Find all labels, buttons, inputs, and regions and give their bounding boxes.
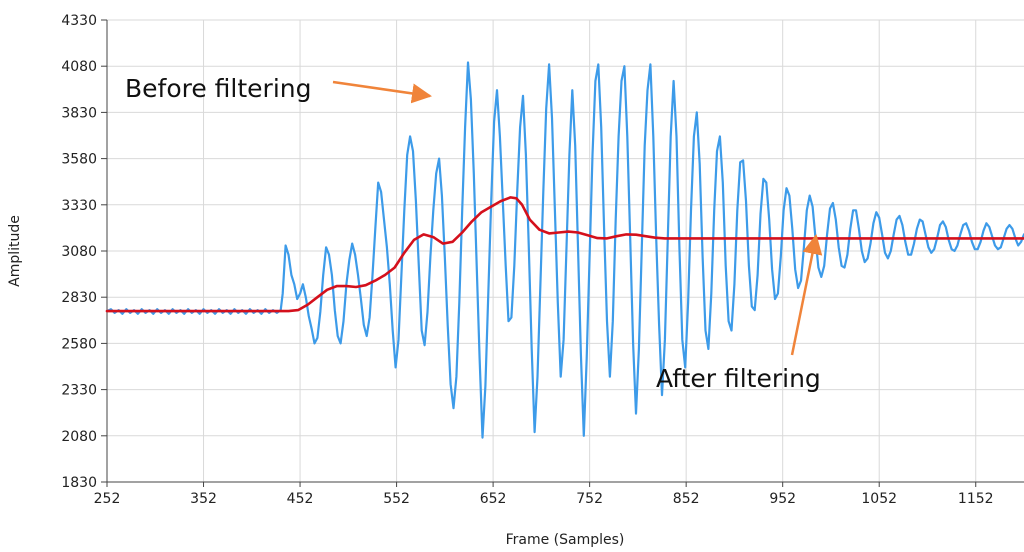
x-tick-labels: 252 352 452 552 652 752 852 952 1052 1152: [94, 491, 994, 507]
y-axis-title: Amplitude: [7, 215, 23, 287]
x-tick-label: 752: [576, 491, 603, 507]
axes: [101, 19, 1024, 487]
y-tick-label: 4080: [61, 59, 97, 75]
annotation-before-filtering: Before filtering: [125, 74, 312, 103]
series-layer: [105, 61, 1024, 439]
x-tick-label: 1052: [861, 491, 897, 507]
annotation-after-filtering: After filtering: [656, 364, 821, 393]
x-tick-label: 652: [480, 491, 507, 507]
y-tick-label: 3080: [61, 244, 97, 260]
x-tick-label: 1152: [958, 491, 994, 507]
y-tick-label: 2830: [61, 290, 97, 306]
x-tick-label: 852: [673, 491, 700, 507]
x-axis-title: Frame (Samples): [506, 532, 625, 548]
y-tick-label: 2080: [61, 429, 97, 445]
annotation-arrow-after: [790, 234, 823, 356]
y-tick-label: 1830: [61, 475, 97, 491]
y-tick-label: 4330: [61, 13, 97, 29]
x-tick-label: 352: [190, 491, 217, 507]
series-before-filtering-line: [105, 61, 1024, 439]
annotation-arrow-before: [332, 80, 432, 104]
annotation-layer: Before filtering After filtering: [125, 74, 823, 393]
x-tick-label: 952: [769, 491, 796, 507]
x-tick-label: 252: [94, 491, 121, 507]
series-after-filtering-line: [105, 196, 1024, 313]
y-tick-labels: 1830 2080 2330 2580 2830 3080 3330 3580 3830 4080…: [61, 13, 97, 491]
y-tick-label: 3830: [61, 105, 97, 121]
x-tick-label: 452: [287, 491, 314, 507]
y-tick-label: 2330: [61, 383, 97, 399]
y-tick-label: 2580: [61, 336, 97, 352]
y-tick-label: 3580: [61, 152, 97, 168]
x-tick-label: 552: [383, 491, 410, 507]
y-tick-label: 3330: [61, 198, 97, 214]
